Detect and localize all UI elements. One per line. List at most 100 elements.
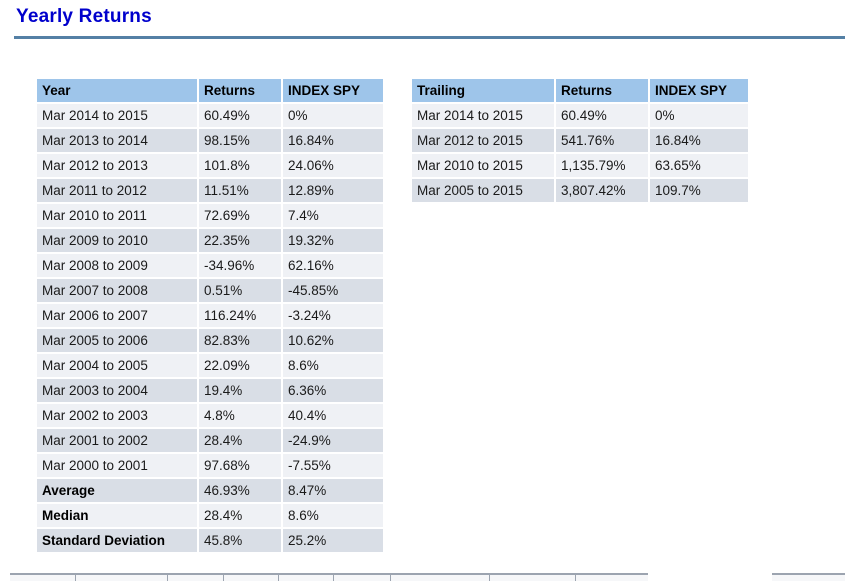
index-spy-cell: -3.24%	[283, 304, 383, 327]
next-table-partial-edge	[10, 573, 648, 581]
year-cell: Mar 2006 to 2007	[37, 304, 197, 327]
year-cell: Mar 2010 to 2011	[37, 204, 197, 227]
returns-cell: 60.49%	[199, 104, 281, 127]
returns-cell: 0.51%	[199, 279, 281, 302]
index-spy-cell: -45.85%	[283, 279, 383, 302]
returns-cell: 82.83%	[199, 329, 281, 352]
index-spy-cell: 24.06%	[283, 154, 383, 177]
yearly-table-row: Mar 2013 to 2014 98.15% 16.84%	[37, 129, 383, 152]
index-spy-cell: 16.84%	[650, 129, 748, 152]
index-spy-cell: 62.16%	[283, 254, 383, 277]
trailing-table-row: Mar 2012 to 2015 541.76% 16.84%	[412, 129, 748, 152]
trailing-period-cell: Mar 2005 to 2015	[412, 179, 554, 202]
yearly-table-row: Mar 2007 to 2008 0.51% -45.85%	[37, 279, 383, 302]
summary-label-cell: Median	[37, 504, 197, 527]
returns-cell: 541.76%	[556, 129, 648, 152]
returns-cell: 60.49%	[556, 104, 648, 127]
index-spy-cell: 6.36%	[283, 379, 383, 402]
year-cell: Mar 2008 to 2009	[37, 254, 197, 277]
index-spy-cell: 16.84%	[283, 129, 383, 152]
yearly-table-row: Mar 2005 to 2006 82.83% 10.62%	[37, 329, 383, 352]
column-header-trailing: Trailing	[412, 79, 554, 102]
year-cell: Mar 2001 to 2002	[37, 429, 197, 452]
trailing-table-body: Mar 2014 to 2015 60.49% 0% Mar 2012 to 2015…	[412, 104, 748, 202]
yearly-table-row: Mar 2006 to 2007 116.24% -3.24%	[37, 304, 383, 327]
yearly-table-row: Mar 2003 to 2004 19.4% 6.36%	[37, 379, 383, 402]
yearly-table-row: Mar 2009 to 2010 22.35% 19.32%	[37, 229, 383, 252]
index-spy-cell: 8.6%	[283, 504, 383, 527]
returns-cell: 45.8%	[199, 529, 281, 552]
partial-table-column-divider	[223, 575, 224, 581]
index-spy-cell: 8.6%	[283, 354, 383, 377]
returns-cell: 3,807.42%	[556, 179, 648, 202]
index-spy-cell: 25.2%	[283, 529, 383, 552]
index-spy-cell: 7.4%	[283, 204, 383, 227]
partial-table-column-divider	[75, 575, 76, 581]
summary-label-cell: Standard Deviation	[37, 529, 197, 552]
yearly-summary-row: Median 28.4% 8.6%	[37, 504, 383, 527]
column-header-index-spy: INDEX SPY	[283, 79, 383, 102]
year-cell: Mar 2009 to 2010	[37, 229, 197, 252]
returns-cell: 46.93%	[199, 479, 281, 502]
returns-cell: 11.51%	[199, 179, 281, 202]
returns-cell: 116.24%	[199, 304, 281, 327]
year-cell: Mar 2004 to 2005	[37, 354, 197, 377]
trailing-period-cell: Mar 2014 to 2015	[412, 104, 554, 127]
index-spy-cell: -24.9%	[283, 429, 383, 452]
partial-table-column-divider	[278, 575, 279, 581]
year-cell: Mar 2000 to 2001	[37, 454, 197, 477]
trailing-returns-table: Trailing Returns INDEX SPY Mar 2014 to 2…	[410, 77, 750, 204]
trailing-table-row: Mar 2014 to 2015 60.49% 0%	[412, 104, 748, 127]
yearly-returns-table: Year Returns INDEX SPY Mar 2014 to 2015 6…	[35, 77, 385, 554]
yearly-table-row: Mar 2008 to 2009 -34.96% 62.16%	[37, 254, 383, 277]
yearly-table-body: Mar 2014 to 2015 60.49% 0% Mar 2013 to 2014…	[37, 104, 383, 552]
returns-cell: 28.4%	[199, 504, 281, 527]
column-header-year: Year	[37, 79, 197, 102]
index-spy-cell: 40.4%	[283, 404, 383, 427]
index-spy-cell: 12.89%	[283, 179, 383, 202]
returns-cell: 19.4%	[199, 379, 281, 402]
trailing-period-cell: Mar 2010 to 2015	[412, 154, 554, 177]
title-underline-rule	[14, 36, 845, 39]
trailing-header-row: Trailing Returns INDEX SPY	[412, 79, 748, 102]
column-header-index-spy: INDEX SPY	[650, 79, 748, 102]
yearly-table-row: Mar 2011 to 2012 11.51% 12.89%	[37, 179, 383, 202]
year-cell: Mar 2012 to 2013	[37, 154, 197, 177]
partial-table-column-divider	[390, 575, 391, 581]
yearly-summary-row: Standard Deviation 45.8% 25.2%	[37, 529, 383, 552]
year-cell: Mar 2013 to 2014	[37, 129, 197, 152]
trailing-period-cell: Mar 2012 to 2015	[412, 129, 554, 152]
column-header-returns: Returns	[556, 79, 648, 102]
yearly-header-row: Year Returns INDEX SPY	[37, 79, 383, 102]
yearly-table-row: Mar 2001 to 2002 28.4% -24.9%	[37, 429, 383, 452]
partial-table-column-divider	[167, 575, 168, 581]
returns-cell: -34.96%	[199, 254, 281, 277]
next-table-partial-edge-right	[772, 573, 845, 581]
summary-label-cell: Average	[37, 479, 197, 502]
year-cell: Mar 2007 to 2008	[37, 279, 197, 302]
returns-cell: 4.8%	[199, 404, 281, 427]
returns-cell: 98.15%	[199, 129, 281, 152]
index-spy-cell: 19.32%	[283, 229, 383, 252]
index-spy-cell: 109.7%	[650, 179, 748, 202]
returns-cell: 97.68%	[199, 454, 281, 477]
partial-table-column-divider	[333, 575, 334, 581]
year-cell: Mar 2002 to 2003	[37, 404, 197, 427]
page-title: Yearly Returns	[16, 6, 152, 27]
trailing-table-row: Mar 2010 to 2015 1,135.79% 63.65%	[412, 154, 748, 177]
returns-cell: 22.35%	[199, 229, 281, 252]
yearly-summary-row: Average 46.93% 8.47%	[37, 479, 383, 502]
year-cell: Mar 2003 to 2004	[37, 379, 197, 402]
yearly-table-row: Mar 2014 to 2015 60.49% 0%	[37, 104, 383, 127]
year-cell: Mar 2011 to 2012	[37, 179, 197, 202]
returns-cell: 1,135.79%	[556, 154, 648, 177]
column-header-returns: Returns	[199, 79, 281, 102]
returns-cell: 28.4%	[199, 429, 281, 452]
yearly-table-row: Mar 2012 to 2013 101.8% 24.06%	[37, 154, 383, 177]
index-spy-cell: 63.65%	[650, 154, 748, 177]
returns-cell: 72.69%	[199, 204, 281, 227]
partial-table-column-divider	[575, 575, 576, 581]
yearly-table-row: Mar 2010 to 2011 72.69% 7.4%	[37, 204, 383, 227]
returns-cell: 22.09%	[199, 354, 281, 377]
year-cell: Mar 2005 to 2006	[37, 329, 197, 352]
